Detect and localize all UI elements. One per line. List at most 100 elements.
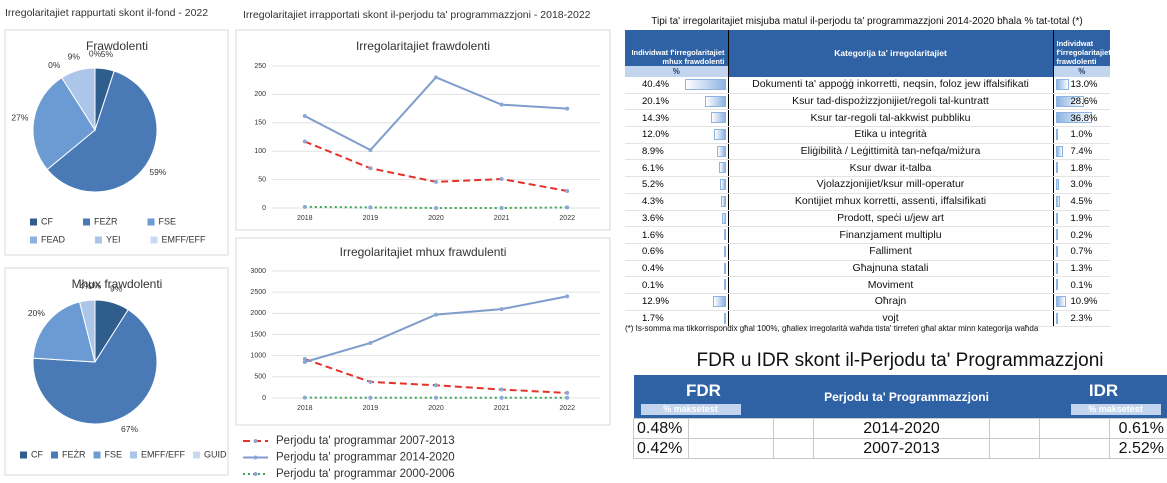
y-tick-label: 1500 [250, 331, 266, 338]
legend-label: EMFF/EFF [141, 449, 185, 459]
bar [712, 295, 726, 307]
cell: 8.9% [625, 143, 728, 161]
chart-title: Irregolaritajiet frawdolenti [356, 39, 490, 53]
subheader: % [625, 66, 728, 77]
bar [1055, 129, 1058, 141]
bar [721, 212, 726, 224]
x-tick-label: 2019 [363, 405, 379, 412]
point [302, 204, 307, 209]
cell: 5.2% [625, 176, 728, 194]
point [565, 106, 570, 111]
bar [1055, 212, 1058, 224]
legend-label: Perjodu ta' programmar 2007-2013 [276, 435, 455, 447]
table-row: 40.4% Dokumenti ta' appoġġ inkorretti, ne… [625, 77, 1110, 94]
legend-swatch [193, 451, 201, 459]
cell-value: 0.4% [642, 262, 664, 274]
point [368, 205, 373, 210]
series-line [304, 76, 568, 152]
point [368, 166, 373, 171]
cell: 2.3% [1053, 310, 1110, 328]
cell: 1.6% [625, 226, 728, 244]
bar [711, 112, 726, 124]
table-row: 4.3% Kontijiet mhux korretti, assenti, if… [625, 193, 1110, 211]
cell [1039, 438, 1111, 459]
cell: Prodott, speċi u/jew art [727, 210, 1054, 228]
cell: Etika u integrità [727, 126, 1054, 144]
cell-value: 10.9% [1070, 296, 1098, 308]
legend-marker [253, 472, 258, 476]
bar [723, 229, 726, 241]
subheader: % maksetest [1070, 404, 1161, 415]
bar [1055, 295, 1067, 307]
cell: 0.42% [633, 438, 689, 459]
legend-label: FEAD [41, 234, 66, 244]
cell: Finanzjament multiplu [727, 226, 1054, 244]
point [368, 395, 373, 400]
table-row: 12.0% Etika u integrità 1.0% [625, 126, 1110, 144]
panel [235, 237, 611, 426]
cell-value: 12.9% [642, 296, 669, 308]
data-label: 0% [89, 280, 102, 290]
table-row: 6.1% Ksur dwar it-talba 1.8% [625, 159, 1110, 178]
pie-slice [32, 308, 158, 425]
point [565, 390, 570, 395]
table-row: 5.2% Vjolazzjonijiet/ksur mill-operatur 3.… [625, 176, 1110, 194]
pie-slice [61, 67, 96, 132]
y-tick-label: 3000 [250, 268, 266, 275]
point [302, 139, 307, 144]
point [499, 307, 504, 312]
table-row: 0.4% Għajnuna statali 1.3% [625, 260, 1110, 278]
cell [688, 418, 774, 439]
cell-value: 2.3% [1070, 312, 1093, 324]
point [368, 148, 373, 153]
table-row: 3.6% Prodott, speċi u/jew art 1.9% [625, 210, 1110, 228]
data-label: 9% [110, 283, 123, 293]
bar [723, 279, 726, 291]
point [499, 395, 504, 400]
data-label: 4% [79, 281, 92, 291]
footnote: (*) Is-somma ma tikkorrispondix għal 100… [625, 324, 1039, 333]
point [499, 206, 504, 210]
cell: 7.4% [1053, 143, 1110, 161]
y-tick-label: 50 [258, 176, 266, 183]
point [565, 188, 570, 193]
cell-value: 4.5% [1070, 196, 1093, 208]
table-row: 1.6% Finanzjament multiplu 0.2% [625, 226, 1110, 244]
bar [716, 145, 726, 157]
point [368, 379, 373, 384]
table-row: 20.1% Ksur tad-dispożizzjonijiet/regoli t… [625, 93, 1110, 111]
bar [719, 162, 726, 174]
data-label: 0% [89, 48, 102, 58]
cell [988, 438, 1041, 459]
cell [773, 438, 814, 459]
point [499, 177, 504, 182]
cell: 1.8% [1053, 159, 1110, 178]
cell: Kontijiet mhux korretti, assenti, iffals… [727, 193, 1054, 211]
chart-title: Irregolaritajiet mhux frawdulenti [340, 245, 507, 259]
table-row: 0.6% Falliment 0.7% [625, 243, 1110, 261]
cell-value: 1.8% [1070, 162, 1093, 174]
cell-value: 36.8% [1070, 112, 1098, 124]
table-row: 0.1% Moviment 0.1% [625, 276, 1110, 294]
cell: vojt [727, 310, 1054, 328]
point [302, 113, 307, 118]
cell: 1.9% [1053, 210, 1110, 228]
data-label: 0% [48, 60, 61, 70]
legend-swatch [83, 218, 90, 226]
table-row: 0.48% 2014-2020 0.61% [633, 418, 1167, 439]
cell: Eliġibilità / Leġittimità tan-nefqa/miżu… [727, 143, 1054, 161]
point [434, 383, 438, 388]
legend-swatch [51, 451, 58, 459]
cell: Ksur dwar it-talba [727, 159, 1054, 178]
panel [4, 267, 229, 476]
pie-slice [46, 70, 158, 193]
cell: 4.5% [1053, 193, 1110, 211]
x-tick-label: 2020 [428, 405, 444, 412]
point [368, 340, 373, 345]
cell-value: 1.6% [642, 229, 664, 241]
cell-value: 0.6% [642, 246, 664, 258]
x-tick-label: 2022 [559, 215, 575, 222]
bar [721, 195, 726, 207]
bar [1055, 229, 1058, 241]
